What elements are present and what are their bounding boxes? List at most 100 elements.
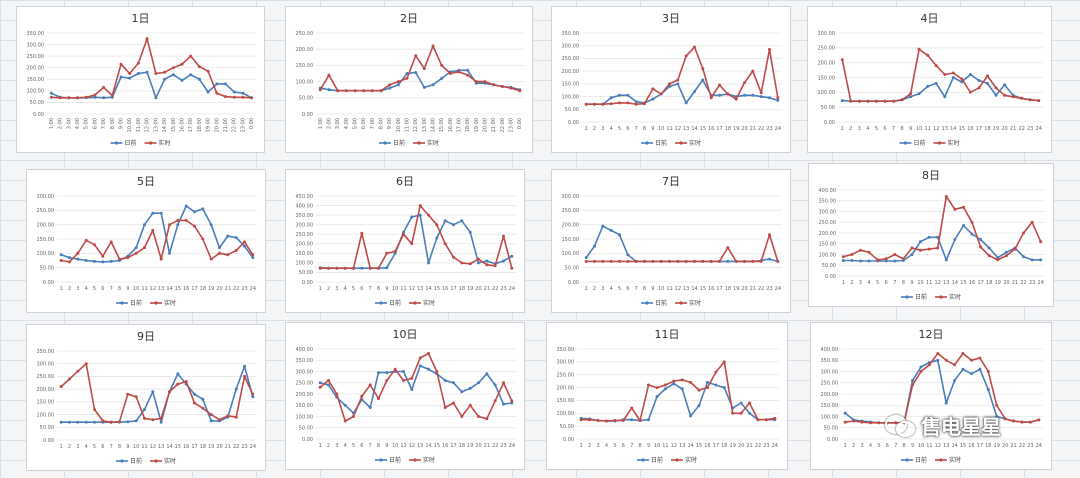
- x-tick-label: 9:00: [387, 118, 393, 129]
- y-tick-label: 300.00: [296, 369, 314, 375]
- wechat-icon: [885, 413, 915, 437]
- data-point: [919, 240, 922, 244]
- data-point: [232, 95, 236, 99]
- data-point: [431, 44, 435, 48]
- x-tick-label: 1: [585, 126, 588, 132]
- x-tick-label: 21: [1010, 443, 1016, 449]
- data-point: [327, 379, 330, 382]
- chart-panel-8: 8日 0.00 50.00 100.00 150.00 200.00 250.00 300.0…: [808, 163, 1054, 307]
- data-point: [850, 253, 854, 256]
- data-point: [739, 411, 743, 415]
- data-point: [485, 417, 489, 421]
- data-point: [663, 383, 667, 387]
- x-tick-label: 2:00: [58, 118, 64, 129]
- y-tick-label: 300.00: [37, 362, 55, 368]
- x-tick-label: 17: [977, 280, 983, 286]
- legend-marker: [114, 141, 119, 145]
- data-point: [396, 80, 400, 84]
- chart-title: 12日: [919, 328, 944, 341]
- y-tick-label: 50.00: [824, 426, 838, 432]
- y-tick-label: 250.00: [562, 208, 580, 214]
- x-tick-label: 11: [141, 286, 147, 292]
- data-point: [370, 89, 374, 93]
- x-tick-label: 22: [492, 443, 498, 449]
- data-point: [510, 254, 514, 258]
- legend-marker: [379, 458, 383, 462]
- y-tick-label: 400.00: [296, 203, 314, 209]
- data-point: [460, 415, 464, 418]
- data-point: [180, 62, 184, 66]
- series-line-dayahead: [51, 71, 252, 99]
- x-tick-label: 8: [903, 443, 906, 449]
- x-tick-label: 6: [622, 443, 625, 449]
- x-tick-label: 21: [484, 443, 490, 449]
- data-point: [927, 363, 931, 367]
- x-tick-label: 18:00: [197, 118, 203, 132]
- y-tick-label: 250.00: [37, 208, 55, 214]
- data-point: [936, 352, 940, 355]
- data-point: [731, 411, 735, 415]
- chart-panel-12: 12日 0.00 50.00 100.00 150.00 200.00 250.00 300.…: [810, 322, 1052, 470]
- x-tick-label: 23: [241, 444, 247, 450]
- x-tick-label: 10: [392, 443, 398, 449]
- data-point: [226, 414, 230, 418]
- y-tick-label: 0.00: [827, 437, 838, 443]
- data-point: [773, 416, 777, 420]
- x-tick-label: 9: [651, 286, 654, 292]
- data-point: [739, 401, 743, 405]
- x-tick-label: 1: [585, 286, 588, 292]
- chart-title: 3日: [662, 12, 680, 25]
- legend-marker: [905, 458, 909, 462]
- legend-label: 日前: [130, 299, 142, 307]
- x-tick-label: 9: [910, 280, 913, 286]
- x-tick-label: 6: [360, 286, 363, 292]
- x-tick-label: 19: [208, 444, 214, 450]
- y-tick-label: 300.00: [818, 31, 836, 37]
- x-tick-label: 17: [191, 286, 197, 292]
- data-point: [944, 358, 948, 362]
- x-tick-label: 2:00: [327, 118, 333, 129]
- y-tick-label: 150.00: [562, 237, 580, 243]
- x-tick-label: 6: [626, 126, 629, 132]
- x-tick-label: 6: [626, 286, 629, 292]
- x-tick-label: 22: [233, 444, 239, 450]
- data-point: [693, 45, 696, 49]
- x-tick-label: 11: [400, 286, 406, 292]
- data-point: [722, 386, 726, 390]
- y-tick-label: 0.00: [302, 437, 313, 443]
- data-point: [452, 401, 455, 405]
- data-point: [934, 64, 938, 68]
- data-point: [953, 238, 957, 241]
- data-point: [159, 420, 163, 424]
- data-point: [996, 256, 1000, 260]
- data-point: [601, 102, 605, 106]
- x-tick-label: 13: [942, 126, 948, 132]
- chart-panel-3: 3日 0.00 50.00 100.00 150.00 200.00 250.00 300.0…: [551, 6, 791, 153]
- chart-title: 2日: [400, 12, 418, 25]
- legend-label: 实时: [427, 139, 439, 147]
- x-tick-label: 7: [110, 444, 113, 450]
- x-tick-label: 19: [733, 126, 739, 132]
- data-point: [1004, 254, 1008, 258]
- x-tick-label: 4: [869, 443, 872, 449]
- x-tick-label: 1: [319, 443, 322, 449]
- data-point: [676, 82, 680, 86]
- chart-panel-5: 5日 0.00 50.00 100.00 150.00 200.00 250.00 300.0…: [26, 169, 266, 313]
- x-tick-label: 5: [618, 286, 621, 292]
- data-point: [852, 419, 856, 423]
- x-tick-label: 20: [475, 443, 481, 449]
- x-tick-label: 8: [639, 443, 642, 449]
- x-tick-label: 18: [200, 444, 206, 450]
- data-point: [184, 204, 188, 208]
- x-tick-label: 8:00: [379, 118, 385, 129]
- data-point: [431, 83, 435, 87]
- data-point: [593, 102, 596, 106]
- x-tick-label: 12: [935, 443, 941, 449]
- x-tick-label: 16: [969, 280, 975, 286]
- data-point: [393, 367, 397, 371]
- data-point: [960, 77, 964, 81]
- data-point: [1030, 258, 1034, 262]
- data-point: [953, 379, 957, 382]
- data-point: [318, 266, 322, 270]
- x-tick-label: 18: [985, 443, 991, 449]
